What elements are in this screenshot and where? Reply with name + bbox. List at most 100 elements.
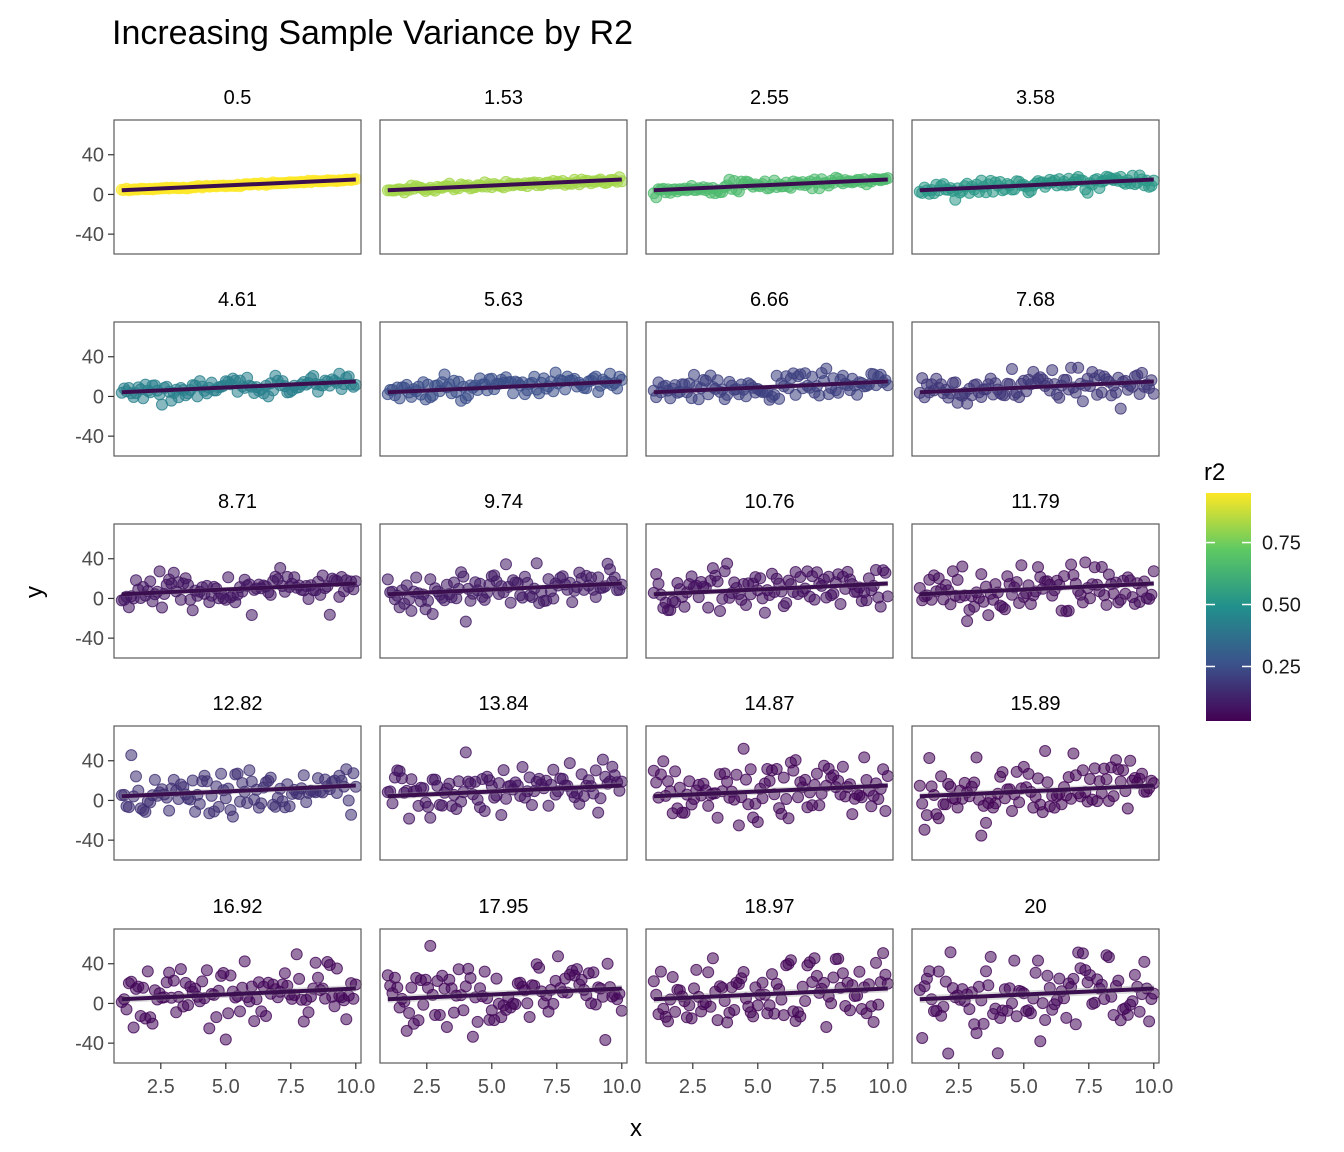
data-point xyxy=(949,376,962,389)
data-point xyxy=(792,791,804,804)
data-point xyxy=(504,596,517,609)
facet-label: 3.58 xyxy=(1016,87,1055,109)
data-point xyxy=(312,971,324,984)
data-point xyxy=(751,999,764,1012)
data-point xyxy=(340,1013,353,1026)
data-point xyxy=(982,609,995,622)
data-point xyxy=(688,368,700,381)
data-point xyxy=(996,766,1009,779)
y-tick-label: 0 xyxy=(93,184,104,206)
data-point xyxy=(737,742,750,755)
data-point xyxy=(1128,968,1141,981)
fit-line xyxy=(919,379,1154,395)
facet-label: 10.76 xyxy=(744,491,794,513)
data-point xyxy=(400,1024,413,1037)
data-point xyxy=(991,1047,1004,1060)
data-point xyxy=(530,557,543,570)
data-point xyxy=(1010,576,1023,589)
data-point xyxy=(264,588,277,601)
data-point xyxy=(381,573,394,586)
data-point xyxy=(500,792,512,805)
fit-line xyxy=(121,379,356,395)
data-point xyxy=(810,969,823,982)
fit-line xyxy=(387,177,622,193)
data-point xyxy=(547,997,560,1010)
data-point xyxy=(297,769,310,782)
data-point xyxy=(552,950,564,963)
data-point xyxy=(1121,1008,1134,1021)
data-point xyxy=(808,593,821,606)
x-tick-label: 10.0 xyxy=(602,1076,641,1098)
data-point xyxy=(740,599,752,611)
data-point xyxy=(1029,966,1042,979)
data-point xyxy=(1006,363,1018,375)
data-point xyxy=(1107,790,1120,803)
x-tick-label: 5.0 xyxy=(1010,1076,1038,1098)
data-point xyxy=(424,811,437,824)
data-point xyxy=(592,806,605,819)
points xyxy=(381,939,628,1046)
fit-line xyxy=(121,783,356,799)
data-point xyxy=(685,1012,698,1025)
data-point xyxy=(405,981,418,994)
panel-border xyxy=(645,725,894,861)
data-point xyxy=(1053,391,1066,404)
facet-label: 13.84 xyxy=(478,693,528,715)
data-point xyxy=(860,594,873,607)
x-axis-title: x xyxy=(630,1115,642,1142)
data-point xyxy=(290,948,303,961)
data-point xyxy=(787,764,800,777)
data-point xyxy=(224,969,237,982)
data-point xyxy=(1041,776,1054,789)
chart-title: Increasing Sample Variance by R2 xyxy=(112,14,633,52)
y-tick-label: 0 xyxy=(93,993,104,1015)
y-tick-label: 40 xyxy=(82,347,104,369)
data-point xyxy=(944,946,957,959)
color-legend: r2 0.75 0.50 0.25 xyxy=(1204,459,1301,721)
data-point xyxy=(789,754,802,767)
facet-panel: 9.74 xyxy=(379,491,628,659)
data-point xyxy=(433,1009,446,1021)
facet-panel: 10.76 xyxy=(645,491,894,659)
data-point xyxy=(1138,955,1151,968)
data-point xyxy=(662,1015,674,1028)
data-point xyxy=(231,767,244,780)
data-point xyxy=(1036,997,1049,1010)
points xyxy=(647,742,894,832)
data-point xyxy=(426,608,439,620)
data-point xyxy=(721,775,734,788)
data-point xyxy=(523,1011,536,1023)
panel-border xyxy=(379,119,628,255)
data-point xyxy=(438,368,451,381)
data-point xyxy=(1136,366,1148,379)
facet-panel: 2.55 xyxy=(645,87,894,255)
data-point xyxy=(872,793,885,805)
data-point xyxy=(932,812,945,825)
data-point xyxy=(466,1030,479,1043)
facet-label: 6.66 xyxy=(750,289,789,311)
data-point xyxy=(1065,558,1078,571)
data-point xyxy=(647,975,660,988)
data-point xyxy=(1024,1007,1037,1020)
data-point xyxy=(1041,969,1054,982)
data-point xyxy=(730,768,743,781)
data-point xyxy=(879,566,892,579)
data-point xyxy=(766,968,778,981)
panel-border xyxy=(645,523,894,659)
facet-label: 12.82 xyxy=(212,693,262,715)
data-point xyxy=(858,751,871,764)
y-tick-label: -40 xyxy=(75,830,104,852)
data-point xyxy=(471,1015,484,1028)
facet-label: 8.71 xyxy=(218,491,257,513)
data-point xyxy=(970,751,983,764)
data-point xyxy=(533,961,546,974)
y-tick-label: 0 xyxy=(93,588,104,610)
facet-panel: 18.97 2.5 5.0 7.5 10.0 xyxy=(645,896,907,1098)
x-tick-label: 5.0 xyxy=(212,1076,240,1098)
facet-panel: 5.63 xyxy=(379,289,628,457)
data-point xyxy=(1032,954,1044,967)
data-point xyxy=(238,955,251,968)
data-point xyxy=(424,939,437,952)
facet-label: 16.92 xyxy=(212,896,262,918)
